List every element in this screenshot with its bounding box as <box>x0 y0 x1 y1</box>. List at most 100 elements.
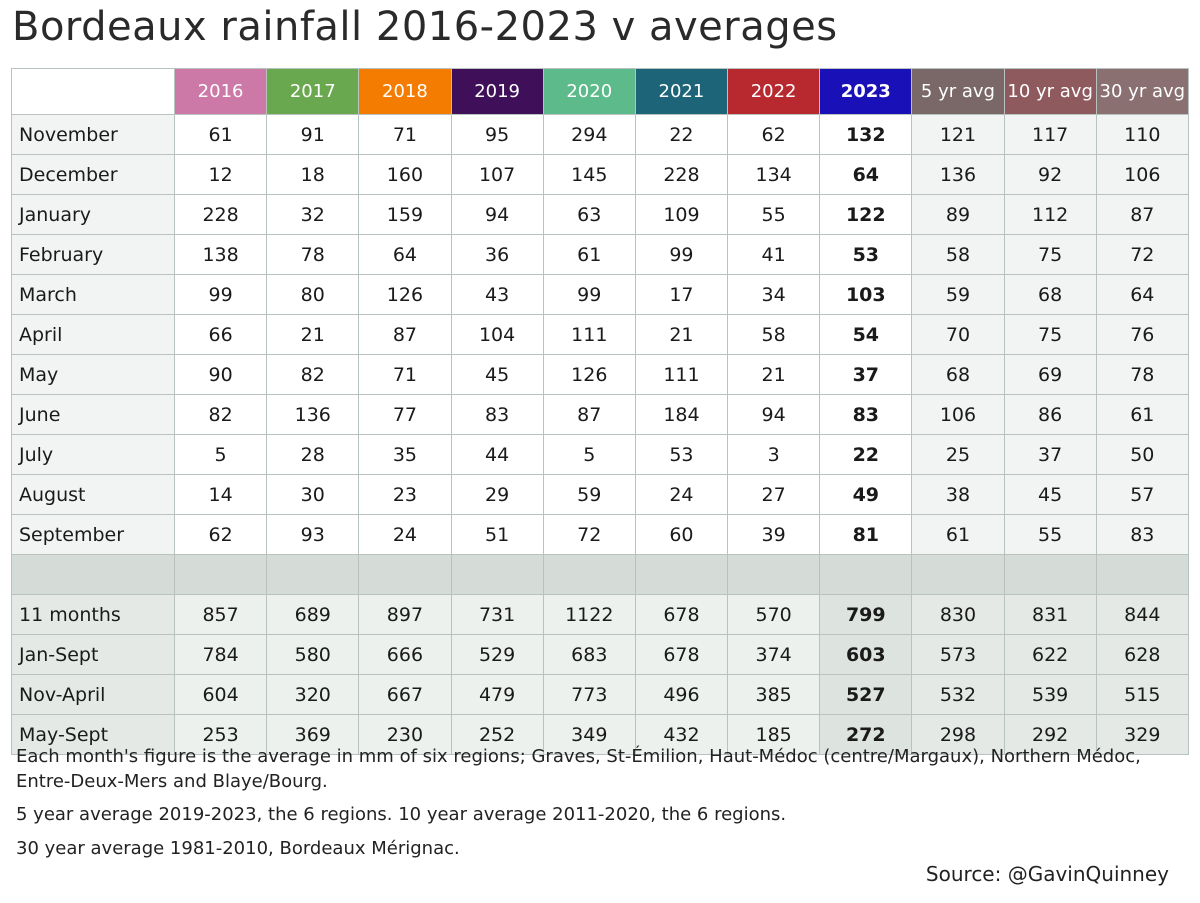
row-label: Jan-Sept <box>11 634 175 675</box>
separator-cell <box>542 554 636 595</box>
table-cell: 99 <box>542 274 636 315</box>
table-cell: 1122 <box>542 594 636 635</box>
table-cell: 61 <box>911 514 1005 555</box>
table-cell: 34 <box>727 274 821 315</box>
table-cell: 228 <box>173 194 268 235</box>
table-cell: 145 <box>542 154 636 195</box>
table-cell: 72 <box>542 514 636 555</box>
table-cell: 53 <box>634 434 729 475</box>
table-cell: 126 <box>358 274 452 315</box>
table-cell: 92 <box>1003 154 1097 195</box>
table-cell: 731 <box>450 594 544 635</box>
table-cell: 21 <box>634 314 729 355</box>
table-cell: 349 <box>542 714 636 755</box>
table-cell: 17 <box>634 274 729 315</box>
table-cell: 68 <box>911 354 1005 395</box>
table-cell: 107 <box>450 154 544 195</box>
table-cell: 35 <box>358 434 452 475</box>
table-cell: 136 <box>266 394 360 435</box>
table-cell: 122 <box>819 194 913 235</box>
table-cell: 252 <box>450 714 544 755</box>
table-cell: 82 <box>173 394 268 435</box>
column-header: 10 yr avg <box>1003 68 1097 115</box>
table-cell: 106 <box>911 394 1005 435</box>
table-row: 11 months 857 689 897 731 1122 678 570 799 830 831… <box>11 594 1189 635</box>
table-cell: 18 <box>266 154 360 195</box>
table-cell: 61 <box>173 114 268 155</box>
table-cell: 25 <box>911 434 1005 475</box>
table-cell: 71 <box>358 114 452 155</box>
table-cell: 23 <box>358 474 452 515</box>
table-cell: 64 <box>1095 274 1189 315</box>
table-cell: 29 <box>450 474 544 515</box>
separator-row <box>11 554 1189 595</box>
table-cell: 45 <box>450 354 544 395</box>
table-cell: 298 <box>911 714 1005 755</box>
header-row: 2016 2017 2018 2019 2020 2021 2022 2023 5 yr avg… <box>11 68 1189 115</box>
table-cell: 773 <box>542 674 636 715</box>
table-cell: 89 <box>911 194 1005 235</box>
table-cell: 496 <box>634 674 729 715</box>
table-cell: 111 <box>634 354 729 395</box>
column-header: 2021 <box>634 68 729 115</box>
table-cell: 37 <box>819 354 913 395</box>
column-header: 30 yr avg <box>1095 68 1189 115</box>
table-cell: 61 <box>542 234 636 275</box>
row-label: May-Sept <box>11 714 175 755</box>
table-cell: 95 <box>450 114 544 155</box>
table-cell: 5 <box>542 434 636 475</box>
table-cell: 432 <box>634 714 729 755</box>
table-row: February 138 78 64 36 61 99 41 53 58 75 72 <box>11 234 1189 275</box>
table-row: January 228 32 159 94 63 109 55 122 89 112 87 <box>11 194 1189 235</box>
header-corner <box>11 68 175 115</box>
separator-cell <box>450 554 544 595</box>
table-cell: 55 <box>727 194 821 235</box>
table-cell: 897 <box>358 594 452 635</box>
table-cell: 830 <box>911 594 1005 635</box>
table-cell: 39 <box>727 514 821 555</box>
table-cell: 103 <box>819 274 913 315</box>
row-label: August <box>11 474 175 515</box>
table-cell: 27 <box>727 474 821 515</box>
table-cell: 24 <box>358 514 452 555</box>
table-row: June 82 136 77 83 87 184 94 83 106 86 61 <box>11 394 1189 435</box>
table-cell: 604 <box>173 674 268 715</box>
table-cell: 110 <box>1095 114 1189 155</box>
table-cell: 683 <box>542 634 636 675</box>
table-cell: 53 <box>819 234 913 275</box>
note-averages: 5 year average 2019-2023, the 6 regions.… <box>16 804 787 825</box>
table-cell: 87 <box>542 394 636 435</box>
table-row: September 62 93 24 51 72 60 39 81 61 55 83 <box>11 514 1189 555</box>
table-cell: 43 <box>450 274 544 315</box>
table-cell: 532 <box>911 674 1005 715</box>
table-cell: 45 <box>1003 474 1097 515</box>
table-cell: 90 <box>173 354 268 395</box>
table-cell: 529 <box>450 634 544 675</box>
table-cell: 132 <box>819 114 913 155</box>
table-cell: 86 <box>1003 394 1097 435</box>
table-cell: 61 <box>1095 394 1189 435</box>
row-label: April <box>11 314 175 355</box>
table-cell: 844 <box>1095 594 1189 635</box>
separator-cell <box>727 554 821 595</box>
table-cell: 62 <box>727 114 821 155</box>
table-cell: 22 <box>819 434 913 475</box>
table-cell: 57 <box>1095 474 1189 515</box>
table-cell: 109 <box>634 194 729 235</box>
table-cell: 58 <box>727 314 821 355</box>
table-cell: 87 <box>358 314 452 355</box>
table-cell: 374 <box>727 634 821 675</box>
table-row: July 5 28 35 44 5 53 3 22 25 37 50 <box>11 434 1189 475</box>
table-cell: 99 <box>173 274 268 315</box>
table-cell: 51 <box>450 514 544 555</box>
row-label: July <box>11 434 175 475</box>
table-cell: 64 <box>819 154 913 195</box>
table-cell: 667 <box>358 674 452 715</box>
table-cell: 49 <box>819 474 913 515</box>
table-row: May-Sept 253 369 230 252 349 432 185 272 298 292 32… <box>11 714 1189 755</box>
table-cell: 104 <box>450 314 544 355</box>
table-cell: 784 <box>173 634 268 675</box>
table-cell: 68 <box>1003 274 1097 315</box>
table-cell: 30 <box>266 474 360 515</box>
table-row: December 12 18 160 107 145 228 134 64 136 92 106 <box>11 154 1189 195</box>
